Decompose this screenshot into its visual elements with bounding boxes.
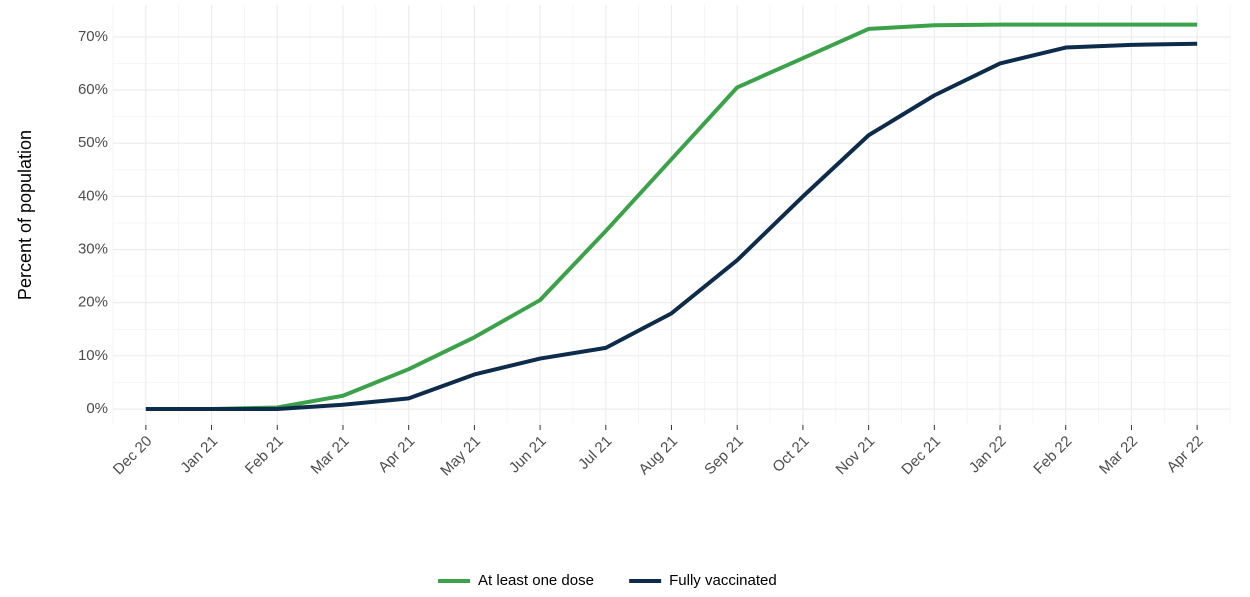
y-axis-label: Percent of population xyxy=(15,130,35,300)
y-tick-label: 20% xyxy=(78,294,108,311)
x-tick-label: Apr 22 xyxy=(1164,433,1207,476)
x-tick-label: Feb 21 xyxy=(242,433,287,478)
line xyxy=(145,22,1198,412)
x-tick-label: Jun 21 xyxy=(506,433,550,477)
x-tick-label: Jan 21 xyxy=(177,433,221,477)
y-tick-label: 30% xyxy=(78,241,108,258)
x-tick-label: Jan 22 xyxy=(966,433,1010,477)
x-tick-label: Sep 21 xyxy=(701,433,747,479)
x-tick-label: Apr 21 xyxy=(375,433,418,476)
y-tick-label: 40% xyxy=(78,187,108,204)
x-tick-label: Mar 21 xyxy=(308,433,353,478)
y-tick-label: 60% xyxy=(78,81,108,98)
y-tick-label: 70% xyxy=(78,28,108,45)
x-tick-label: May 21 xyxy=(437,433,484,480)
x-tick-label: Jul 21 xyxy=(575,433,615,473)
line xyxy=(145,41,1198,412)
x-tick-label: Dec 21 xyxy=(898,433,944,479)
x-tick-label: Mar 22 xyxy=(1096,433,1141,478)
y-tick-label: 10% xyxy=(78,347,108,364)
x-tick-label: Dec 20 xyxy=(110,433,156,479)
legend-label: Fully vaccinated xyxy=(669,572,777,589)
y-tick-label: 50% xyxy=(78,134,108,151)
y-tick-label: 0% xyxy=(86,400,108,417)
x-tick-label: Feb 22 xyxy=(1030,433,1075,478)
x-tick-label: Aug 21 xyxy=(635,433,681,479)
legend-label: At least one dose xyxy=(478,572,594,589)
x-tick-label: Nov 21 xyxy=(833,433,879,479)
x-tick-label: Oct 21 xyxy=(769,433,812,476)
